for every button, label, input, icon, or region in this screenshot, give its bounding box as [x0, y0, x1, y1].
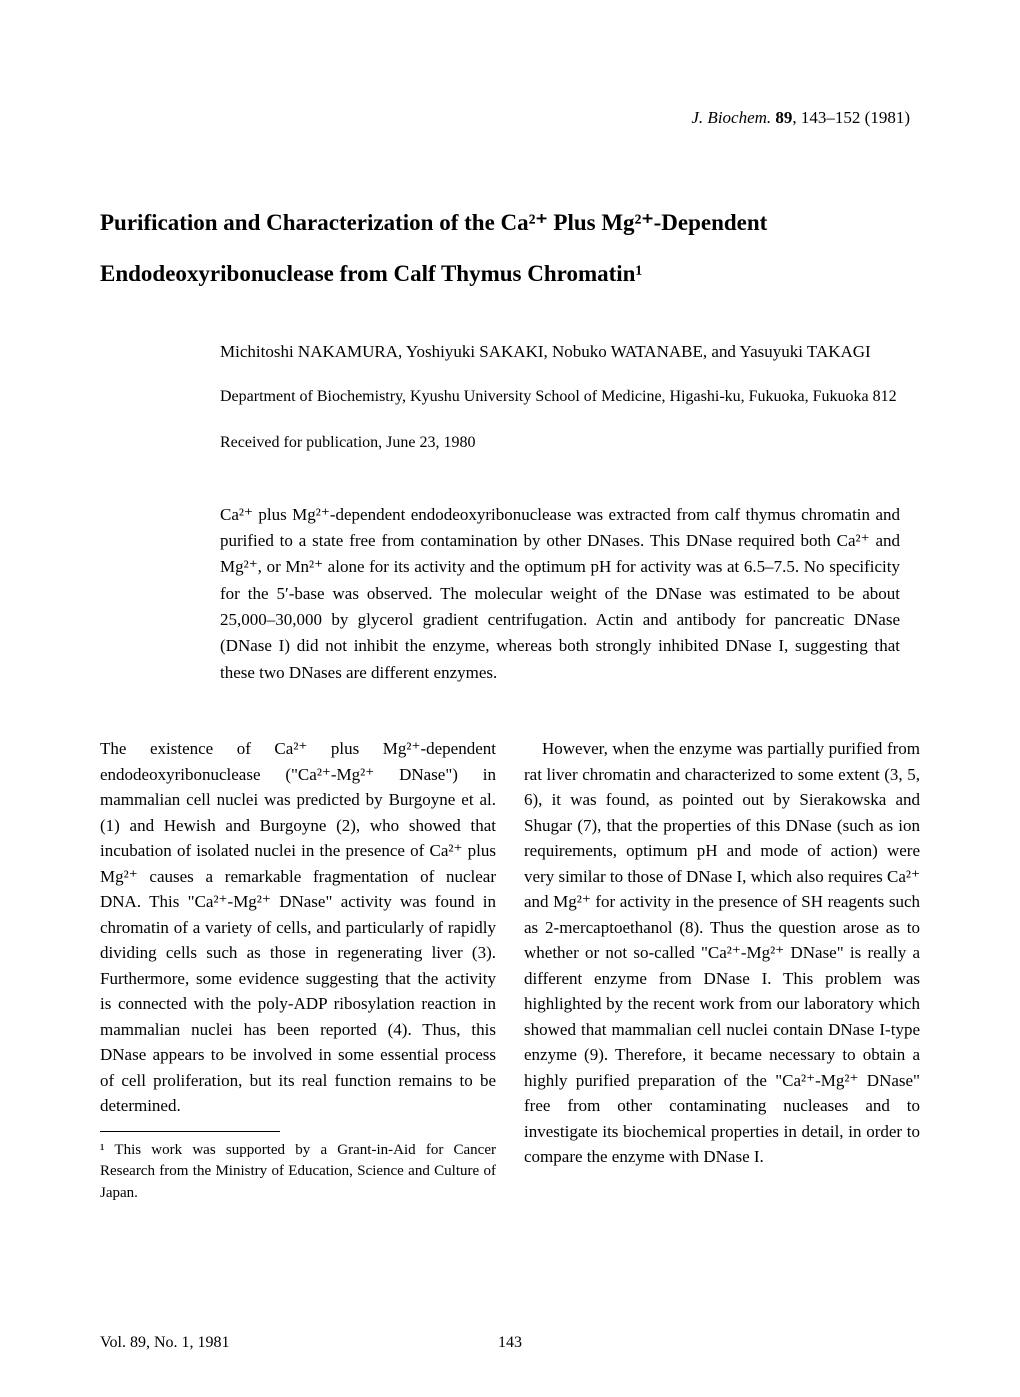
footnote-divider: [100, 1131, 280, 1132]
footnote: ¹ This work was supported by a Grant-in-…: [100, 1140, 496, 1205]
body-columns: The existence of Ca²⁺ plus Mg²⁺-dependen…: [100, 736, 920, 1205]
left-column: The existence of Ca²⁺ plus Mg²⁺-dependen…: [100, 736, 496, 1205]
right-column: However, when the enzyme was partially p…: [524, 736, 920, 1205]
body-paragraph-right: However, when the enzyme was partially p…: [524, 736, 920, 1170]
journal-volume: 89: [775, 108, 792, 127]
title-line-2: Endodeoxyribonuclease from Calf Thymus C…: [100, 249, 920, 300]
received-date: Received for publication, June 23, 1980: [220, 434, 920, 452]
article-title: Purification and Characterization of the…: [100, 198, 920, 299]
title-line-1: Purification and Characterization of the…: [100, 198, 920, 249]
footer-volume-info: Vol. 89, No. 1, 1981: [100, 1334, 230, 1352]
journal-reference: J. Biochem. 89, 143–152 (1981): [100, 108, 920, 128]
page-footer: Vol. 89, No. 1, 1981 143: [100, 1334, 920, 1352]
body-paragraph-left: The existence of Ca²⁺ plus Mg²⁺-dependen…: [100, 736, 496, 1119]
journal-pages: , 143–152 (1981): [792, 108, 910, 127]
page-number: 143: [498, 1334, 522, 1352]
authors: Michitoshi NAKAMURA, Yoshiyuki SAKAKI, N…: [220, 339, 920, 365]
journal-name: J. Biochem.: [691, 108, 771, 127]
affiliation: Department of Biochemistry, Kyushu Unive…: [220, 385, 920, 409]
abstract: Ca²⁺ plus Mg²⁺-dependent endodeoxyribonu…: [220, 502, 900, 686]
